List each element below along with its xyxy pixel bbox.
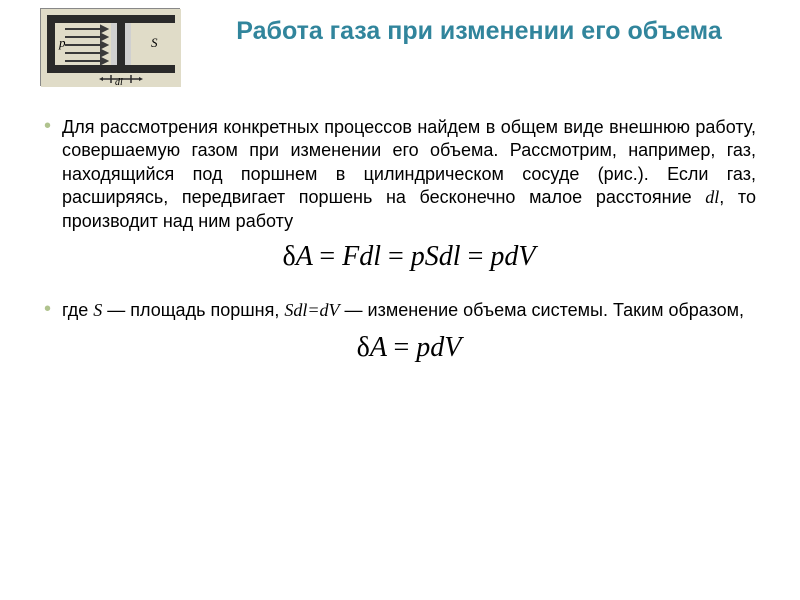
slide-content: Для рассмотрения конкретных процессов на… — [40, 116, 760, 364]
slide-title: Работа газа при изменении его объема — [198, 8, 760, 46]
header-row: p S dl Работа газа при изменении его объ… — [40, 8, 760, 86]
formula-small: δA = pdV — [62, 332, 756, 364]
bullet-2-text-c: — изменение объема системы. Таким образо… — [340, 300, 745, 320]
bullet-1: Для рассмотрения конкретных процессов на… — [44, 116, 756, 273]
piston-diagram: p S dl — [40, 8, 180, 86]
label-p: p — [58, 35, 66, 50]
bullet-2-var-sdl: Sdl=dV — [284, 300, 339, 320]
formula-main: δA = Fdl = pSdl = pdV — [62, 241, 756, 273]
bullet-2-text-b: — площадь поршня, — [102, 300, 284, 320]
bullet-1-text-a: Для рассмотрения конкретных процессов на… — [62, 117, 756, 207]
bullet-2-var-s: S — [93, 300, 102, 320]
bullet-1-var-dl: dl — [705, 187, 719, 207]
bullet-2-text-a: где — [62, 300, 93, 320]
bullet-2: где S — площадь поршня, Sdl=dV — изменен… — [44, 299, 756, 364]
slide: p S dl Работа газа при изменении его объ… — [0, 0, 800, 600]
label-s: S — [151, 35, 158, 50]
label-dl: dl — [115, 77, 123, 87]
